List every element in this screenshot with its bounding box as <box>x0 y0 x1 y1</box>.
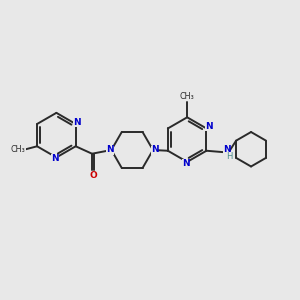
Text: H: H <box>226 152 233 161</box>
Text: N: N <box>51 154 59 164</box>
Text: CH₃: CH₃ <box>180 92 194 101</box>
Text: N: N <box>74 118 81 127</box>
Text: O: O <box>89 171 97 180</box>
Text: CH₃: CH₃ <box>11 145 26 154</box>
Text: N: N <box>151 146 158 154</box>
Text: N: N <box>106 146 114 154</box>
Text: N: N <box>205 122 212 131</box>
Text: N: N <box>223 145 230 154</box>
Text: N: N <box>182 159 190 168</box>
